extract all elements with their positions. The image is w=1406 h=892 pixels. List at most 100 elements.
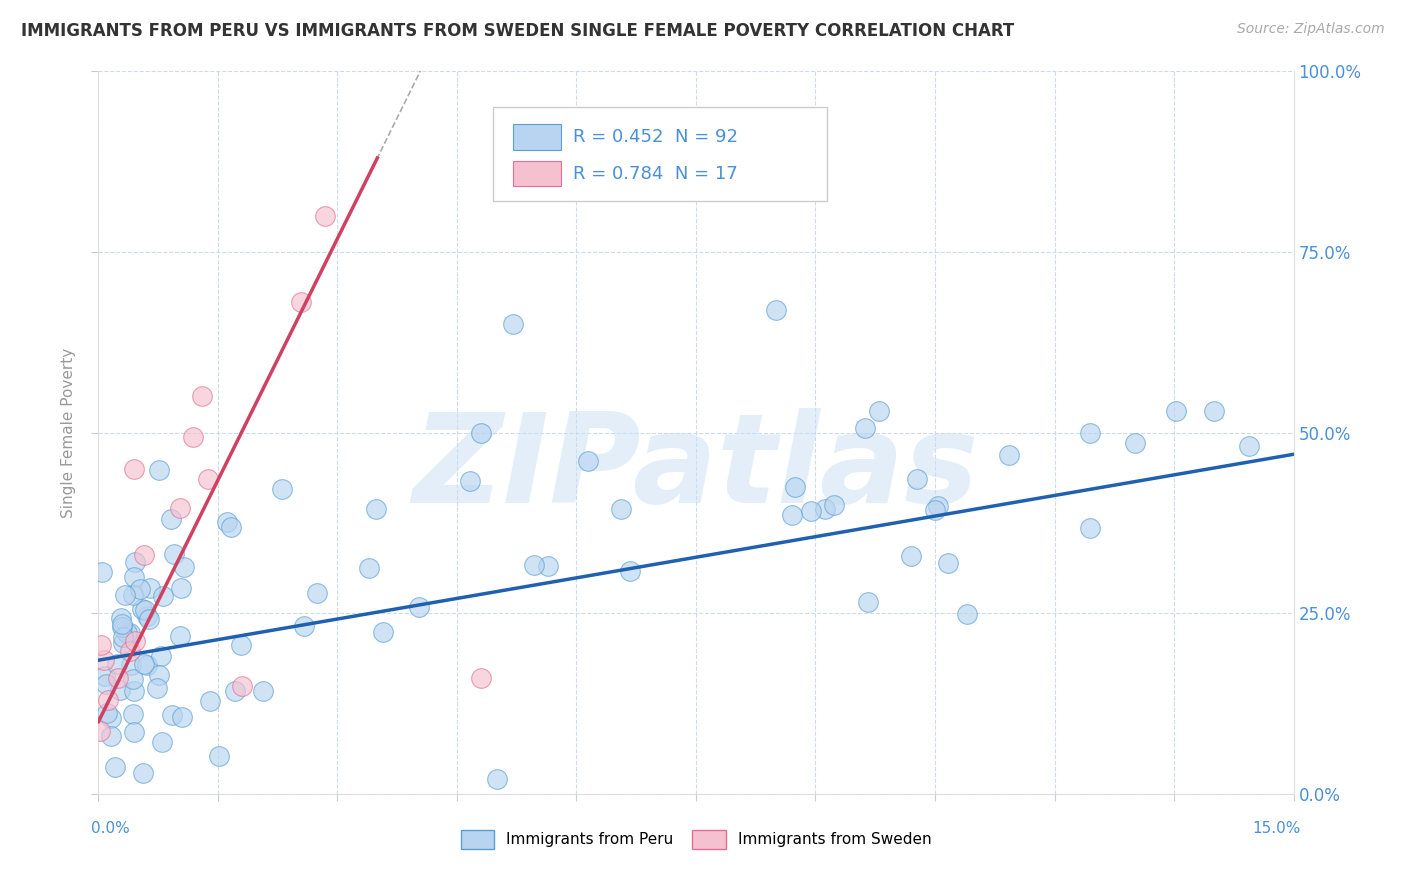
Point <box>97 693 120 707</box>
Point <box>371 625 394 640</box>
Point <box>135 609 157 624</box>
Point <box>307 586 329 600</box>
Point <box>169 500 191 515</box>
Point <box>131 602 153 616</box>
Point <box>120 658 142 673</box>
Point <box>135 658 157 673</box>
Point <box>149 648 172 663</box>
Point <box>765 302 787 317</box>
Point <box>502 318 524 332</box>
Point <box>89 724 111 739</box>
Point <box>148 462 170 476</box>
Point <box>1237 439 1260 453</box>
Point <box>96 677 118 691</box>
Point <box>576 454 599 468</box>
Point <box>1080 426 1102 441</box>
Text: 0.0%: 0.0% <box>91 821 131 836</box>
Point <box>169 581 191 595</box>
Point <box>271 482 294 496</box>
Point <box>537 559 560 574</box>
Point <box>152 589 174 603</box>
Point <box>118 643 141 657</box>
Point <box>229 638 252 652</box>
Point <box>124 462 146 476</box>
Point <box>198 694 221 708</box>
Point <box>215 515 238 529</box>
Point <box>853 421 876 435</box>
Point <box>956 607 979 621</box>
Point <box>936 557 959 571</box>
Point <box>290 295 312 310</box>
Point <box>470 425 492 440</box>
Point <box>783 480 806 494</box>
Point <box>100 710 122 724</box>
Y-axis label: Single Female Poverty: Single Female Poverty <box>60 348 76 517</box>
FancyBboxPatch shape <box>494 108 828 202</box>
Text: R = 0.784  N = 17: R = 0.784 N = 17 <box>572 164 738 183</box>
Point <box>800 504 823 518</box>
Point <box>780 508 803 522</box>
Point <box>610 501 633 516</box>
Point <box>315 209 337 223</box>
Point <box>219 519 242 533</box>
Point <box>292 619 315 633</box>
Point <box>1123 436 1146 450</box>
Point <box>460 475 482 489</box>
Point <box>121 588 143 602</box>
Point <box>93 653 115 667</box>
Point <box>122 706 145 721</box>
Text: R = 0.452  N = 92: R = 0.452 N = 92 <box>572 128 738 146</box>
Point <box>1078 521 1101 535</box>
Point <box>115 625 138 640</box>
Point <box>900 549 922 563</box>
Point <box>124 634 146 648</box>
Bar <box>513 161 561 186</box>
Point <box>120 626 142 640</box>
Point <box>170 709 193 723</box>
Point <box>814 502 837 516</box>
Point <box>169 629 191 643</box>
Point <box>114 588 136 602</box>
Point <box>856 595 879 609</box>
Point <box>111 620 134 634</box>
Point <box>197 472 219 486</box>
Text: ZIPatlas: ZIPatlas <box>413 409 979 529</box>
Point <box>927 500 949 514</box>
Point <box>868 404 890 418</box>
Point <box>231 678 253 692</box>
Point <box>132 766 155 780</box>
Point <box>91 565 114 579</box>
Point <box>110 610 132 624</box>
Point <box>124 555 146 569</box>
Point <box>124 683 146 698</box>
Point <box>122 570 145 584</box>
Point <box>470 671 492 685</box>
Bar <box>513 125 561 150</box>
Point <box>134 603 156 617</box>
Point <box>107 671 129 685</box>
Point <box>138 581 160 595</box>
Point <box>252 683 274 698</box>
Point <box>96 706 118 720</box>
Point <box>100 729 122 743</box>
Point <box>150 735 173 749</box>
Point <box>366 502 388 516</box>
Point <box>485 772 508 787</box>
Point <box>121 672 143 686</box>
Point <box>924 503 946 517</box>
Point <box>191 389 214 403</box>
Point <box>134 549 156 563</box>
Point <box>1202 404 1225 418</box>
Point <box>112 635 135 649</box>
Point <box>181 430 204 444</box>
Text: Source: ZipAtlas.com: Source: ZipAtlas.com <box>1237 22 1385 37</box>
Point <box>905 472 928 486</box>
Point <box>111 630 134 644</box>
Point <box>619 564 641 578</box>
Point <box>523 558 546 573</box>
Point <box>1166 403 1188 417</box>
Point <box>122 725 145 739</box>
Point <box>108 683 131 698</box>
Text: IMMIGRANTS FROM PERU VS IMMIGRANTS FROM SWEDEN SINGLE FEMALE POVERTY CORRELATION: IMMIGRANTS FROM PERU VS IMMIGRANTS FROM … <box>21 22 1014 40</box>
Point <box>224 684 246 698</box>
